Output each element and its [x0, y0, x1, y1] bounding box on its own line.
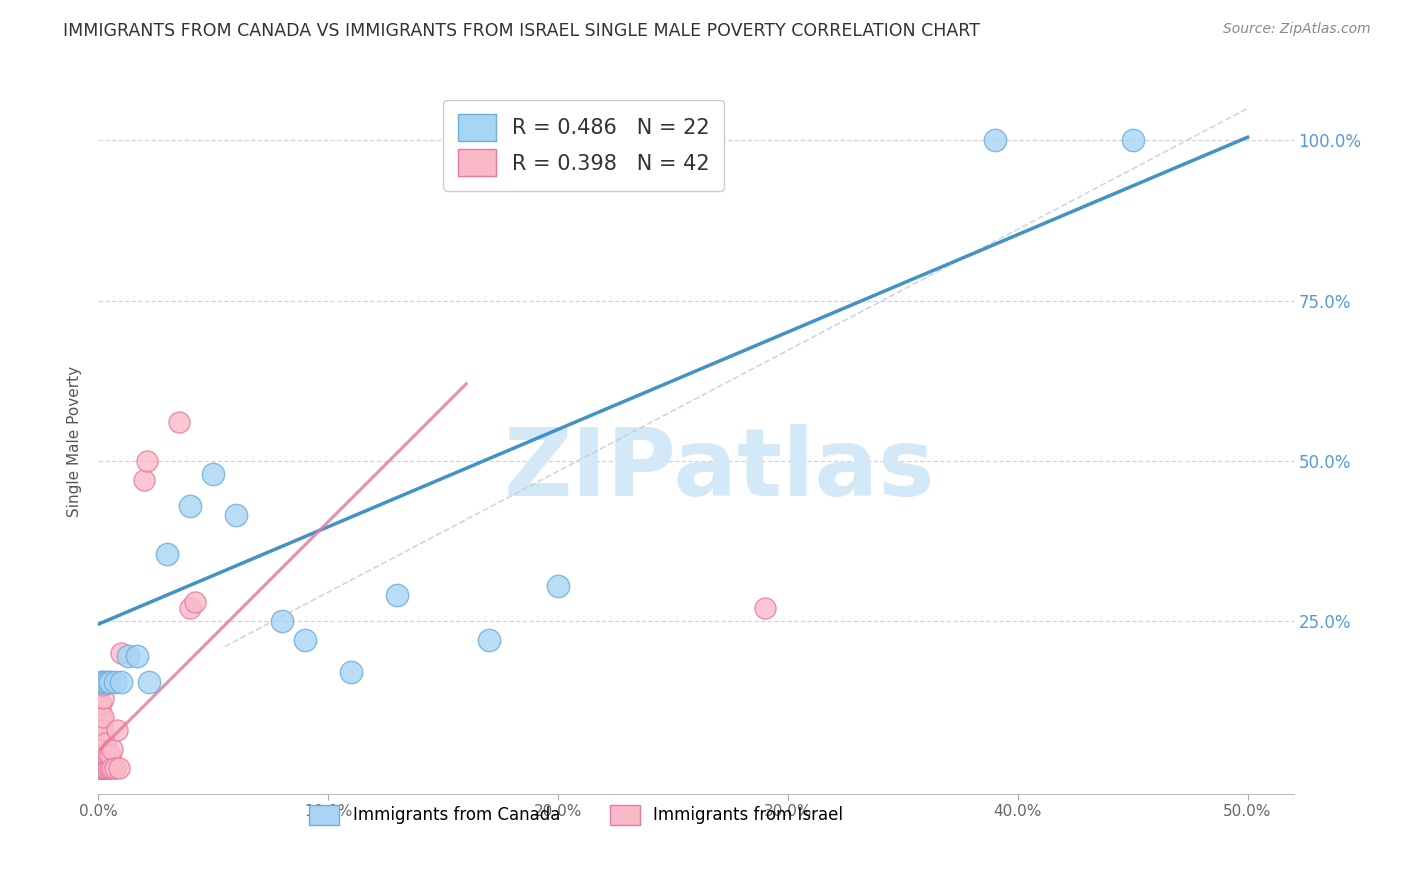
Immigrants from Israel	[91, 710, 114, 724]
Immigrants from Israel	[98, 761, 121, 775]
Immigrants from Israel	[90, 761, 112, 775]
Immigrants from Israel	[97, 748, 120, 763]
Immigrants from Israel	[108, 761, 131, 775]
Immigrants from Israel	[90, 697, 112, 711]
Immigrants from Canada	[117, 649, 139, 664]
Immigrants from Canada	[1122, 133, 1144, 147]
Immigrants from Israel	[110, 646, 132, 660]
Immigrants from Israel	[105, 723, 128, 737]
Immigrants from Canada	[478, 633, 501, 648]
Immigrants from Israel	[90, 761, 112, 775]
Immigrants from Israel	[91, 690, 114, 705]
Legend: Immigrants from Canada, Immigrants from Israel: Immigrants from Canada, Immigrants from …	[297, 791, 856, 838]
Text: Source: ZipAtlas.com: Source: ZipAtlas.com	[1223, 22, 1371, 37]
Immigrants from Israel	[90, 761, 112, 775]
Immigrants from Israel	[91, 723, 114, 737]
Immigrants from Israel	[91, 761, 114, 775]
Text: ZIPatlas: ZIPatlas	[505, 424, 935, 516]
Immigrants from Israel	[90, 761, 112, 775]
Immigrants from Israel	[90, 710, 112, 724]
Immigrants from Israel	[97, 761, 120, 775]
Immigrants from Canada	[202, 467, 225, 481]
Immigrants from Canada	[103, 674, 125, 689]
Immigrants from Israel	[90, 761, 112, 775]
Immigrants from Israel	[91, 742, 114, 756]
Immigrants from Israel	[91, 678, 114, 692]
Immigrants from Israel	[90, 761, 112, 775]
Text: IMMIGRANTS FROM CANADA VS IMMIGRANTS FROM ISRAEL SINGLE MALE POVERTY CORRELATION: IMMIGRANTS FROM CANADA VS IMMIGRANTS FRO…	[63, 22, 980, 40]
Immigrants from Israel	[90, 761, 112, 775]
Immigrants from Canada	[294, 633, 316, 648]
Immigrants from Israel	[135, 454, 157, 468]
Immigrants from Israel	[94, 761, 117, 775]
Immigrants from Canada	[97, 674, 120, 689]
Immigrants from Israel	[179, 601, 201, 615]
Immigrants from Canada	[110, 674, 132, 689]
Immigrants from Israel	[103, 761, 125, 775]
Immigrants from Canada	[91, 674, 114, 689]
Immigrants from Israel	[90, 723, 112, 737]
Immigrants from Israel	[94, 761, 117, 775]
Immigrants from Israel	[90, 761, 112, 775]
Immigrants from Canada	[179, 499, 201, 513]
Immigrants from Canada	[984, 133, 1007, 147]
Immigrants from Canada	[225, 508, 247, 523]
Immigrants from Canada	[138, 674, 160, 689]
Immigrants from Canada	[271, 614, 294, 628]
Immigrants from Israel	[167, 415, 190, 429]
Immigrants from Israel	[754, 601, 776, 615]
Immigrants from Israel	[101, 761, 124, 775]
Y-axis label: Single Male Poverty: Single Male Poverty	[67, 366, 83, 517]
Immigrants from Canada	[127, 649, 149, 664]
Immigrants from Israel	[90, 761, 112, 775]
Immigrants from Israel	[101, 742, 124, 756]
Immigrants from Canada	[90, 674, 112, 689]
Immigrants from Canada	[385, 588, 409, 602]
Immigrants from Israel	[98, 748, 121, 763]
Immigrants from Canada	[98, 674, 121, 689]
Immigrants from Israel	[91, 761, 114, 775]
Immigrants from Canada	[340, 665, 363, 680]
Immigrants from Israel	[94, 736, 117, 750]
Immigrants from Israel	[91, 761, 114, 775]
Immigrants from Israel	[184, 595, 207, 609]
Immigrants from Israel	[134, 473, 156, 487]
Immigrants from Canada	[94, 674, 117, 689]
Immigrants from Israel	[90, 742, 112, 756]
Immigrants from Israel	[91, 761, 114, 775]
Immigrants from Canada	[156, 547, 179, 561]
Immigrants from Canada	[547, 579, 569, 593]
Immigrants from Israel	[94, 748, 117, 763]
